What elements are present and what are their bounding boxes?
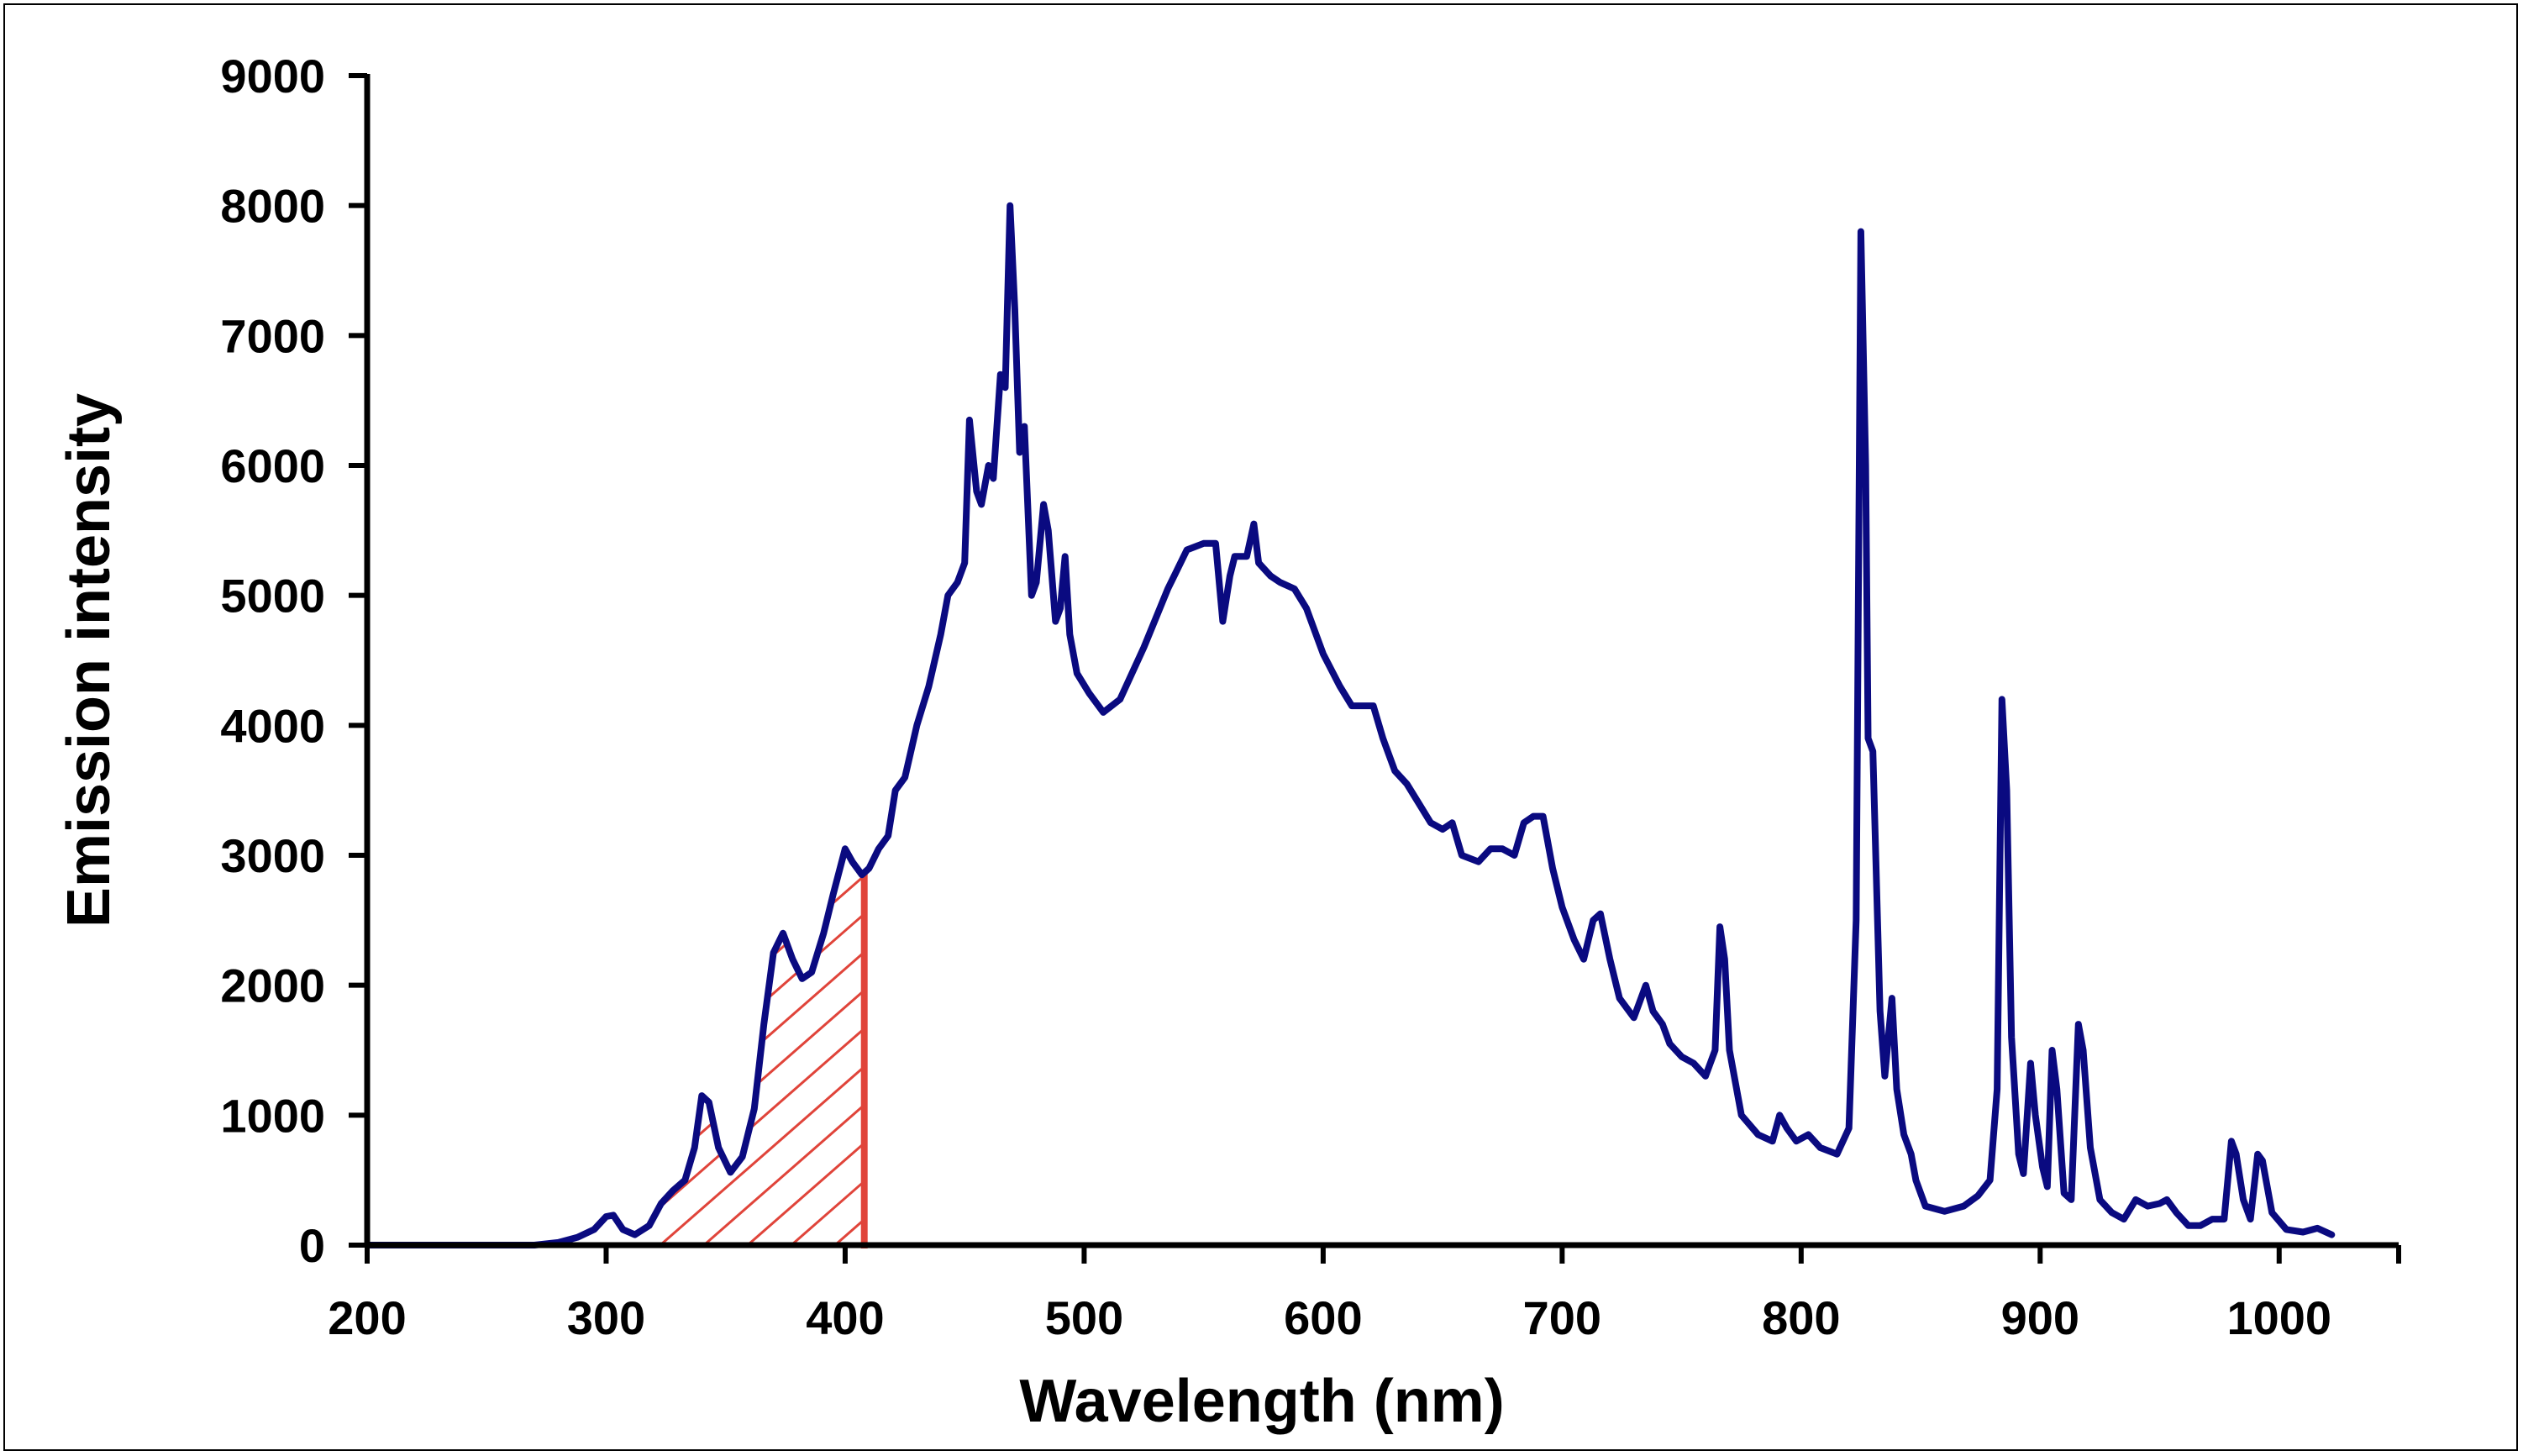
hatch-line <box>829 849 865 1245</box>
y-tick-label: 1000 <box>220 1089 325 1142</box>
y-axis-title: Emission intensity <box>55 393 123 928</box>
hatch-line <box>642 849 865 1245</box>
hatched-region <box>642 735 1462 1249</box>
hatch-line <box>642 849 865 1245</box>
hatch-line <box>642 849 865 1245</box>
hatch-line <box>874 735 1462 1249</box>
ticks: 0 1000 2000 3000 4000 5000 6000 7000 8000 9000 200… <box>220 50 2401 1344</box>
x-tick-label: 700 <box>1523 1291 1601 1344</box>
hatch-line <box>742 849 865 1245</box>
hatch-line <box>698 849 865 1245</box>
hatch-line <box>786 849 865 1245</box>
hatch-line <box>642 849 865 1245</box>
hatch-line <box>654 849 865 1245</box>
y-tick-label: 4000 <box>220 699 325 752</box>
x-tick-label: 300 <box>567 1291 645 1344</box>
series-group <box>364 202 2336 1248</box>
x-tick-label: 500 <box>1045 1291 1123 1344</box>
x-tick-label: 800 <box>1762 1291 1840 1344</box>
x-tick-label: 400 <box>806 1291 884 1344</box>
figure-frame <box>3 3 2518 1451</box>
y-tick-label: 5000 <box>220 570 325 623</box>
y-tick-label: 6000 <box>220 439 325 492</box>
hatch-lines <box>642 735 1462 1249</box>
series-line-emission <box>364 202 2336 1248</box>
x-tick-label: 1000 <box>2226 1291 2331 1344</box>
x-axis-title: Wavelength (nm) <box>1019 1368 1504 1435</box>
x-tick-label: 900 <box>2001 1291 2079 1344</box>
hatch-line <box>642 849 865 1245</box>
y-tick-label: 8000 <box>220 180 325 233</box>
y-tick-label: 0 <box>299 1219 325 1272</box>
axes <box>364 74 2399 1248</box>
y-tick-label: 7000 <box>220 309 325 362</box>
y-tick-label: 3000 <box>220 829 325 882</box>
x-tick-label: 200 <box>328 1291 406 1344</box>
x-tick-label: 600 <box>1284 1291 1362 1344</box>
y-tick-label: 2000 <box>220 959 325 1012</box>
y-tick-label: 9000 <box>220 50 325 102</box>
